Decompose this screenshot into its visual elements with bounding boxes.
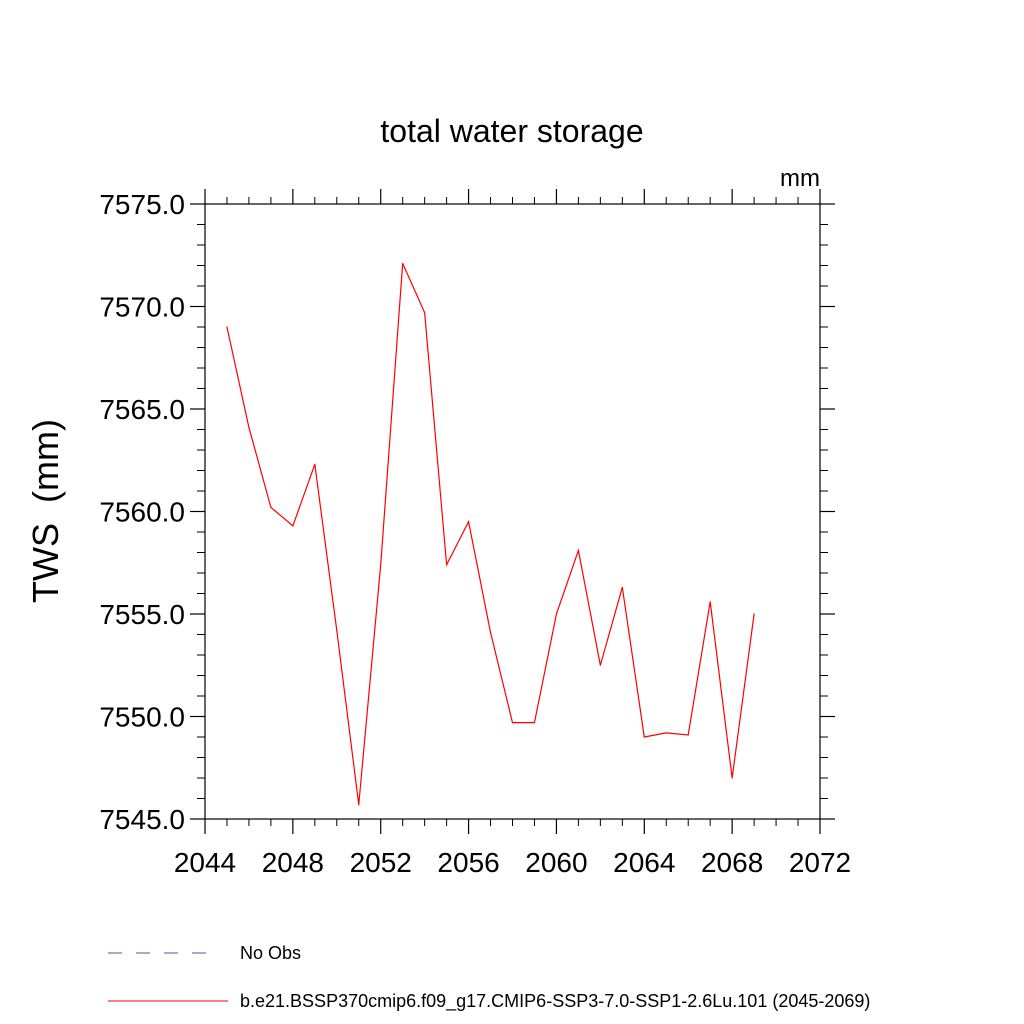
data-point <box>292 525 294 527</box>
x-tick-label: 2068 <box>701 847 763 878</box>
data-point <box>731 777 733 779</box>
data-point <box>577 549 579 552</box>
tick-layer <box>190 189 835 834</box>
data-point <box>687 734 689 736</box>
y-tick-label: 7560.0 <box>99 497 185 528</box>
data-point <box>358 804 360 806</box>
data-point <box>424 312 426 314</box>
y-tick-label: 7545.0 <box>99 804 185 835</box>
x-tick-label: 2044 <box>174 847 236 878</box>
data-point <box>248 426 250 429</box>
y-tick-label: 7550.0 <box>99 702 185 733</box>
data-point <box>533 722 536 724</box>
y-tick-label: 7570.0 <box>99 292 185 323</box>
x-tick-labels: 2044 2048 2052 2056 2060 2064 2068 2072 <box>174 847 851 878</box>
data-point <box>709 601 711 603</box>
legend: No Obs b.e21.BSSP370cmip6.f09_g17.CMIP6-… <box>108 943 870 1012</box>
plot-frame <box>204 203 821 820</box>
legend-label-model: b.e21.BSSP370cmip6.f09_g17.CMIP6-SSP3-7.… <box>240 991 870 1012</box>
data-point <box>665 732 667 734</box>
x-tick-label: 2052 <box>350 847 412 878</box>
data-point <box>446 564 448 566</box>
x-tick-label: 2048 <box>262 847 324 878</box>
x-tick-label: 2060 <box>525 847 587 878</box>
legend-label-no-obs: No Obs <box>240 943 301 963</box>
y-tick-labels: 7545.0 7550.0 7555.0 7560.0 7565.0 7570.0 7575… <box>99 189 185 835</box>
chart-title: total water storage <box>380 113 643 149</box>
x-tick-label: 2064 <box>613 847 675 878</box>
y-tick-label: 7565.0 <box>99 394 185 425</box>
data-point <box>467 521 470 523</box>
y-axis-label: TWS (mm) <box>25 419 66 603</box>
data-point <box>511 722 514 724</box>
y-tick-label: 7575.0 <box>99 189 185 220</box>
data-point <box>270 506 272 508</box>
data-point <box>380 564 382 566</box>
data-point <box>314 463 316 465</box>
data-point <box>336 629 338 632</box>
data-point <box>402 262 404 265</box>
y-tick-label: 7555.0 <box>99 599 185 630</box>
data-point <box>599 664 601 666</box>
series-layer <box>226 262 755 806</box>
x-tick-label: 2072 <box>789 847 851 878</box>
data-point <box>555 613 558 615</box>
series-line <box>226 263 755 805</box>
units-label: mm <box>780 165 820 192</box>
x-tick-label: 2056 <box>437 847 499 878</box>
data-point <box>226 326 228 328</box>
data-point <box>643 736 645 738</box>
data-point <box>489 631 492 634</box>
data-point <box>753 613 755 615</box>
data-point <box>621 586 623 588</box>
